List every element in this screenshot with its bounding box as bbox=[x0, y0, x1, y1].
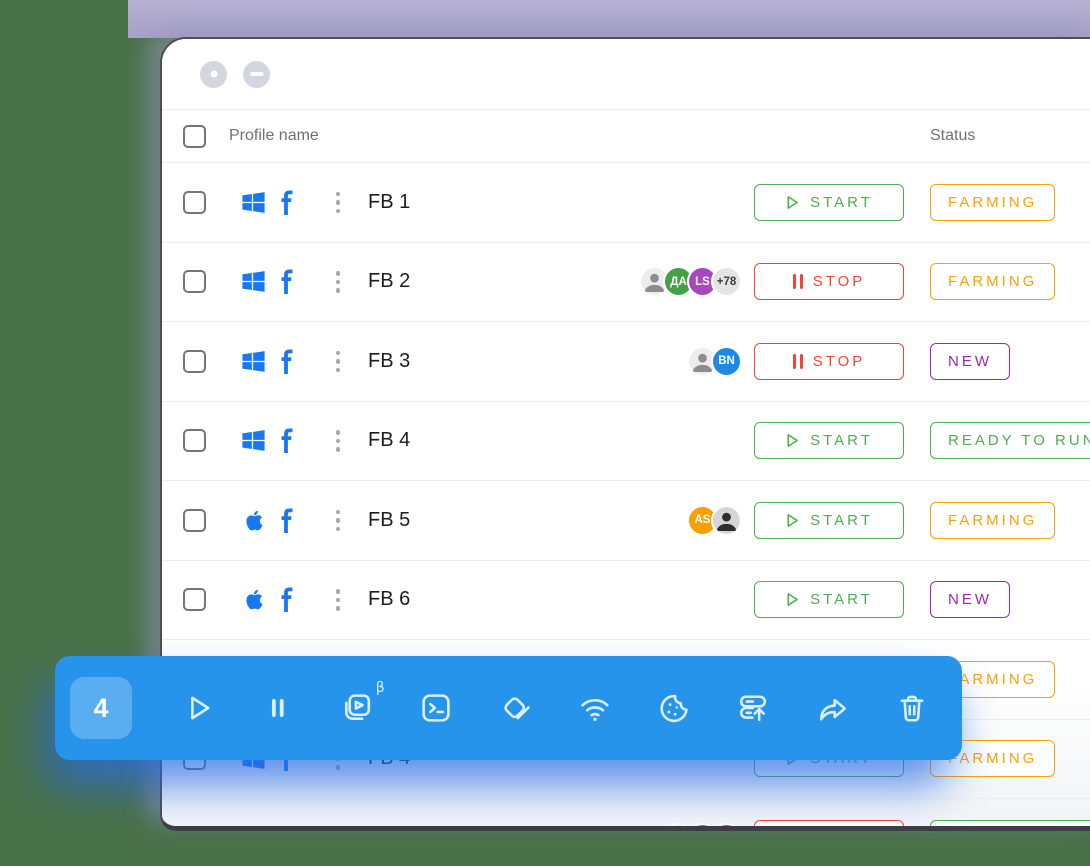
status-badge[interactable]: FARMING bbox=[930, 183, 1056, 221]
dot-icon bbox=[210, 70, 217, 78]
background-haze bbox=[128, 0, 1090, 38]
profile-name: FB 6 bbox=[368, 588, 411, 611]
profile-name-header: Profile name bbox=[229, 127, 319, 144]
terminal-icon[interactable] bbox=[418, 690, 454, 726]
windows-icon bbox=[240, 427, 267, 454]
user-avatar bbox=[711, 504, 742, 536]
stack-upload-icon[interactable] bbox=[735, 690, 771, 726]
play-icon[interactable] bbox=[180, 690, 216, 726]
facebook-icon bbox=[276, 427, 298, 454]
row-checkbox[interactable] bbox=[183, 827, 206, 831]
status-badge[interactable]: NEW bbox=[930, 342, 1010, 380]
status-badge[interactable]: FARMING bbox=[930, 501, 1056, 539]
profile-name: FB 3 bbox=[368, 349, 411, 372]
row-checkbox[interactable] bbox=[183, 190, 206, 214]
row-checkbox[interactable] bbox=[183, 508, 206, 532]
row-checkbox[interactable] bbox=[183, 270, 206, 294]
start-button[interactable]: START bbox=[754, 581, 904, 619]
profile-name: FB 2 bbox=[368, 270, 411, 293]
row-menu-button[interactable] bbox=[334, 350, 342, 372]
row-menu-button[interactable] bbox=[334, 271, 342, 293]
cookie-icon[interactable] bbox=[656, 690, 692, 726]
table-row: FB 3 BN STOP NEW bbox=[162, 322, 1090, 402]
status-badge[interactable] bbox=[930, 819, 1090, 826]
window-minimize-button[interactable] bbox=[243, 60, 270, 88]
row-checkbox[interactable] bbox=[183, 349, 206, 373]
avatar-group: BN bbox=[687, 345, 742, 377]
table-row: FB 1 START FARMING bbox=[162, 163, 1090, 243]
facebook-icon bbox=[276, 825, 298, 826]
tags-icon[interactable] bbox=[497, 690, 533, 726]
stop-button[interactable] bbox=[754, 819, 904, 826]
apple-icon bbox=[240, 825, 267, 826]
table-row: FB 4 START READY TO RUN bbox=[162, 402, 1090, 481]
initials-avatar bbox=[711, 822, 742, 826]
facebook-icon bbox=[276, 189, 298, 216]
toolbar-icons: β bbox=[180, 680, 930, 726]
apple-icon bbox=[240, 507, 267, 534]
start-button[interactable]: START bbox=[754, 183, 904, 221]
row-menu-button[interactable] bbox=[334, 430, 342, 452]
status-header: Status bbox=[930, 127, 976, 144]
row-menu-button[interactable] bbox=[334, 191, 342, 213]
selected-count-badge: 4 bbox=[70, 677, 132, 739]
avatar-group bbox=[663, 822, 742, 826]
start-button[interactable]: START bbox=[754, 422, 904, 460]
windows-icon bbox=[240, 189, 267, 216]
row-menu-button[interactable] bbox=[334, 509, 342, 531]
beta-badge: β bbox=[375, 680, 385, 696]
windows-icon bbox=[240, 348, 267, 375]
profile-name: FB 5 bbox=[368, 508, 411, 531]
status-badge[interactable]: READY TO RUN bbox=[930, 422, 1090, 460]
row-checkbox[interactable] bbox=[183, 429, 206, 453]
play-icon bbox=[787, 513, 799, 527]
play-icon bbox=[787, 195, 799, 209]
avatar-group: AS bbox=[687, 504, 742, 536]
table-header: Profile name Status bbox=[162, 109, 1090, 163]
facebook-icon bbox=[276, 586, 298, 613]
profile-name: FB 1 bbox=[368, 190, 411, 213]
share-icon[interactable] bbox=[815, 690, 851, 726]
apple-icon bbox=[240, 586, 267, 613]
status-badge[interactable]: FARMING bbox=[930, 263, 1056, 301]
pause-icon bbox=[792, 353, 803, 369]
play-icon bbox=[787, 434, 799, 448]
titlebar bbox=[162, 39, 1090, 109]
profile-name: FB 4 bbox=[368, 429, 411, 452]
stop-button[interactable]: STOP bbox=[754, 263, 904, 301]
status-badge[interactable]: NEW bbox=[930, 581, 1010, 619]
select-all-checkbox[interactable] bbox=[183, 124, 206, 148]
pause-icon[interactable] bbox=[259, 690, 295, 726]
initials-avatar bbox=[687, 822, 718, 826]
table-row bbox=[162, 799, 1090, 832]
initials-avatar: BN bbox=[711, 345, 742, 377]
start-button[interactable]: START bbox=[754, 501, 904, 539]
table-row: FB 2 ДА LS +78 STOP FARMING bbox=[162, 243, 1090, 322]
bulk-action-toolbar: 4 β bbox=[55, 656, 962, 760]
automation-icon[interactable]: β bbox=[339, 680, 385, 726]
minus-icon bbox=[250, 72, 263, 76]
play-icon bbox=[787, 593, 799, 607]
facebook-icon bbox=[276, 268, 298, 295]
row-checkbox[interactable] bbox=[183, 588, 206, 612]
windows-icon bbox=[240, 268, 267, 295]
wifi-icon[interactable] bbox=[577, 690, 613, 726]
facebook-icon bbox=[276, 348, 298, 375]
pause-icon bbox=[792, 274, 803, 290]
stop-button[interactable]: STOP bbox=[754, 342, 904, 380]
user-avatar bbox=[663, 822, 694, 826]
table-row: FB 5 AS START FARMING bbox=[162, 481, 1090, 561]
table-row: FB 6 START NEW bbox=[162, 561, 1090, 640]
avatar-group: ДА LS +78 bbox=[639, 266, 742, 298]
row-menu-button[interactable] bbox=[334, 828, 342, 832]
initials-avatar: +78 bbox=[711, 266, 742, 298]
trash-icon[interactable] bbox=[894, 690, 930, 726]
facebook-icon bbox=[276, 507, 298, 534]
row-menu-button[interactable] bbox=[334, 589, 342, 611]
window-dot-button[interactable] bbox=[200, 60, 227, 88]
